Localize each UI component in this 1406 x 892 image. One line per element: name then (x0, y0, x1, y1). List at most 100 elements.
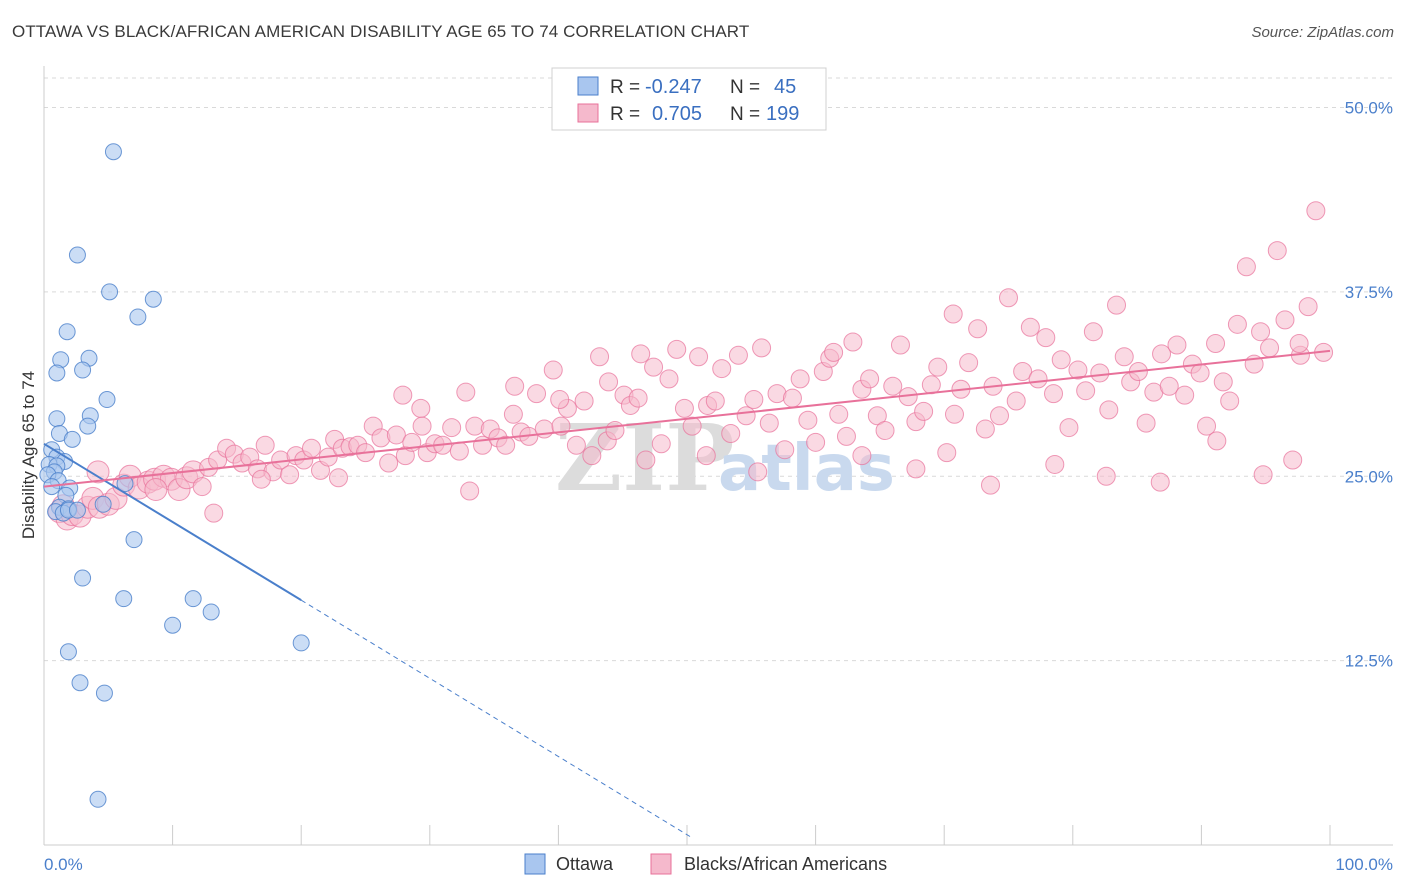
chart-source: Source: ZipAtlas.com (1251, 24, 1394, 41)
data-point-black (836, 426, 856, 446)
legend-swatch-black (577, 103, 599, 123)
data-point-black (1076, 381, 1096, 401)
bottom-legend-swatch-black (650, 853, 672, 875)
data-point-black (628, 388, 648, 408)
y-tick-label: 50.0% (1345, 99, 1393, 118)
data-point-black (1267, 241, 1287, 261)
data-point-black (667, 339, 687, 359)
data-point-black (1006, 391, 1026, 411)
data-point-ottawa (98, 391, 116, 409)
data-point-black (1090, 363, 1110, 383)
data-point-ottawa (59, 643, 77, 661)
data-point-ottawa (68, 501, 86, 519)
data-point-black (775, 440, 795, 460)
data-point-ottawa (74, 569, 92, 587)
data-point-ottawa (68, 246, 86, 264)
data-point-black (301, 438, 321, 458)
data-point-black (1020, 317, 1040, 337)
data-point-ottawa (116, 475, 134, 493)
data-point-black (1289, 334, 1309, 353)
data-point-black (752, 338, 772, 358)
data-point-black (860, 369, 880, 389)
data-point-black (566, 435, 586, 455)
data-point-black (728, 345, 748, 365)
data-point-black (449, 441, 469, 461)
data-point-black (1013, 362, 1033, 382)
data-point-black (928, 357, 948, 377)
data-point-black (86, 460, 110, 484)
data-point-ottawa (104, 143, 122, 161)
data-point-black (1083, 322, 1103, 342)
data-point-black (527, 384, 547, 404)
data-point-black (550, 390, 570, 410)
data-point-black (1059, 418, 1079, 438)
data-point-black (1068, 360, 1088, 380)
data-point-black (1099, 400, 1119, 420)
data-point-black (644, 357, 664, 377)
trend-line-black (43, 349, 1331, 488)
data-point-black (574, 391, 594, 411)
data-point-ottawa (95, 684, 113, 702)
y-tick-label: 12.5% (1345, 652, 1393, 671)
bottom-legend-label-black: Blacks/African Americans (684, 854, 887, 874)
legend-n-label-black: N = (730, 104, 760, 125)
data-point-ottawa (63, 430, 81, 448)
data-point-black (1251, 322, 1271, 342)
y-tick-label: 37.5% (1345, 283, 1393, 302)
x-tick-label-min: 0.0% (44, 855, 83, 874)
data-point-black (1306, 201, 1326, 221)
data-point-black (937, 443, 957, 463)
data-point-black (1227, 314, 1247, 334)
data-point-black (806, 432, 826, 452)
data-point-black (1175, 385, 1195, 405)
data-point-black (1197, 416, 1217, 436)
data-point-black (460, 481, 480, 501)
data-point-black (251, 469, 271, 489)
data-point-black (875, 421, 895, 441)
data-point-black (328, 468, 348, 488)
data-point-black (1136, 413, 1156, 433)
data-point-black (371, 428, 391, 448)
data-point-black (1283, 450, 1303, 470)
trend-line-ottawa (43, 442, 302, 602)
y-tick-label: 25.0% (1345, 467, 1393, 486)
data-point-black (1159, 376, 1179, 396)
data-point-black (659, 369, 679, 389)
data-point-ottawa (89, 790, 107, 808)
data-point-ottawa (164, 616, 182, 634)
data-point-black (599, 372, 619, 392)
data-point-black (582, 446, 602, 466)
legend: R = -0.247 N = 45 R = 0.705 N = 199 (551, 67, 827, 131)
data-point-black (968, 319, 988, 339)
data-point-black (1253, 465, 1273, 485)
bottom-legend-label-ottawa: Ottawa (556, 854, 614, 874)
data-point-black (867, 406, 887, 426)
data-point-black (959, 353, 979, 373)
data-point-ottawa (94, 495, 112, 513)
data-point-black (843, 332, 863, 352)
data-point-black (1114, 347, 1134, 367)
data-point-black (456, 382, 476, 402)
data-point-black (782, 388, 802, 408)
data-point-black (736, 406, 756, 426)
data-point-ottawa (101, 283, 119, 301)
bottom-legend: Ottawa Blacks/African Americans (524, 853, 887, 875)
data-point-ottawa (144, 290, 162, 308)
data-point-ottawa (202, 603, 220, 621)
data-point-black (1152, 344, 1172, 364)
data-point-black (944, 404, 964, 424)
data-point-black (412, 416, 432, 436)
data-point-ottawa (48, 410, 66, 428)
legend-r-value-black: 0.705 (652, 103, 702, 125)
data-point-black (798, 410, 818, 430)
data-point-black (1045, 454, 1065, 474)
data-point-black (1107, 295, 1127, 315)
data-point-black (496, 435, 516, 455)
data-point-black (465, 416, 485, 436)
data-point-ottawa (58, 323, 76, 341)
legend-n-value-ottawa: 45 (774, 76, 796, 98)
y-axis-label: Disability Age 65 to 74 (19, 371, 38, 539)
data-point-black (505, 376, 525, 396)
data-point-black (1260, 338, 1280, 358)
legend-r-label-ottawa: R = (610, 77, 640, 98)
